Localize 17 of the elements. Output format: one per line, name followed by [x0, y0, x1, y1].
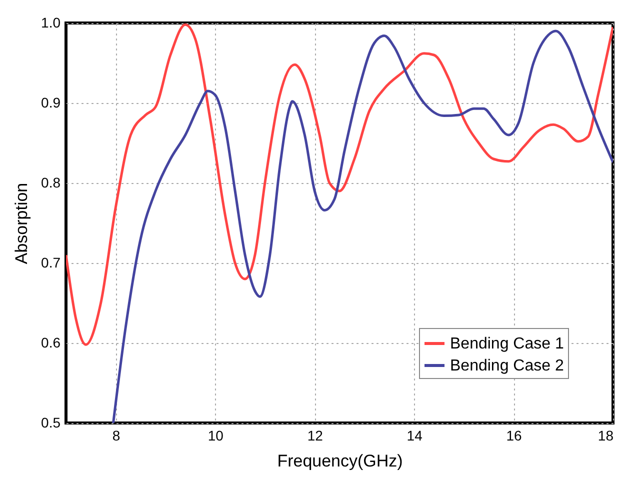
legend-label: Bending Case 1 [450, 336, 564, 352]
x-tick-label: 14 [406, 428, 423, 444]
y-tick-label: 0.9 [41, 94, 61, 110]
y-tick-label: 0.8 [41, 174, 61, 190]
y-tick-label: 0.5 [41, 414, 61, 430]
y-tick-label: 1.0 [41, 14, 61, 30]
legend-label: Bending Case 2 [450, 358, 564, 374]
line-series [112, 30, 613, 423]
x-axis-title: Frequency(GHz) [277, 452, 403, 470]
x-tick-label: 10 [208, 428, 224, 444]
x-tick-label: 16 [506, 428, 522, 444]
y-tick-label: 0.6 [41, 334, 61, 350]
x-tick-label: 18 [598, 428, 614, 444]
x-tick-label: 8 [112, 428, 120, 444]
y-tick-label: 0.7 [41, 254, 61, 270]
y-axis-title: Absorption [12, 182, 32, 264]
x-tick-label: 12 [307, 428, 324, 444]
